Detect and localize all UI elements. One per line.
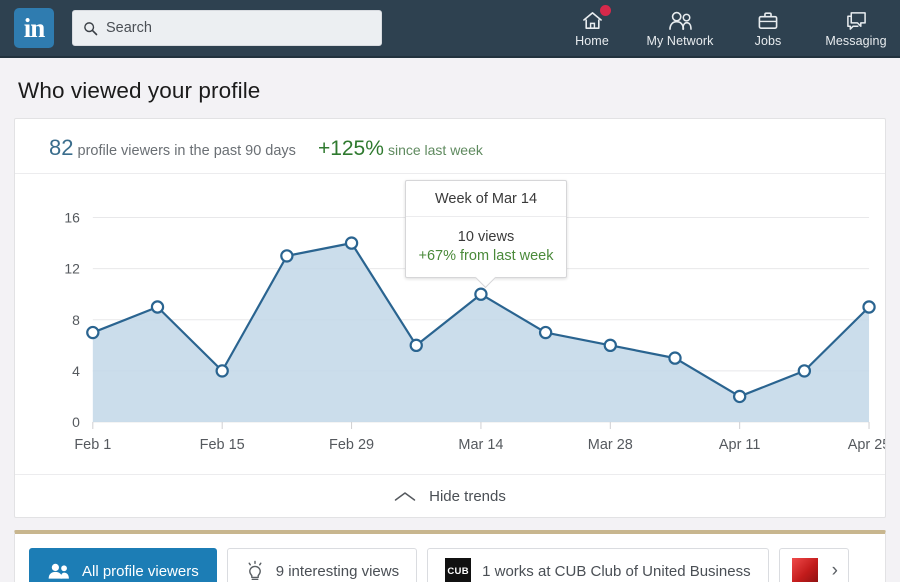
hide-trends-button[interactable]: Hide trends	[15, 474, 885, 517]
nav-items-group: Home My Network Jobs	[548, 0, 900, 57]
search-icon	[84, 21, 98, 35]
search-placeholder: Search	[106, 20, 152, 36]
trends-card: 82 profile viewers in the past 90 days +…	[14, 118, 886, 518]
chart-data-points	[86, 236, 876, 404]
people-icon	[48, 563, 69, 579]
chart-y-axis-labels: 0 4 8 12 16	[64, 210, 80, 430]
message-icon	[845, 9, 868, 31]
filter-pill-label-0: All profile viewers	[82, 562, 199, 580]
chart-area[interactable]: 0 4 8 12 16 Feb 1 Feb 15 Feb 29 Mar 14 Mar 28 Apr…	[15, 174, 885, 474]
filter-pill-next-partial[interactable]: ›	[778, 548, 849, 582]
chart-x-axis-labels: Feb 1 Feb 15 Feb 29 Mar 14 Mar 28 Apr 11 Apr 2…	[74, 422, 885, 453]
filter-pill-label-1: 9 interesting views	[275, 562, 400, 580]
svg-text:Mar 14: Mar 14	[458, 437, 503, 453]
svg-text:Feb 1: Feb 1	[74, 437, 111, 453]
filter-pill-cub-company[interactable]: CUB 1 works at CUB Club of United Busine…	[427, 548, 769, 582]
svg-text:Mar 28: Mar 28	[588, 437, 633, 453]
briefcase-icon	[757, 9, 779, 31]
chart-area-fill	[92, 243, 870, 422]
lightbulb-icon	[248, 560, 262, 581]
page-title: Who viewed your profile	[18, 78, 261, 103]
profile-viewers-stat: 82 profile viewers in the past 90 days	[49, 135, 296, 161]
chart-tooltip: Week of Mar 14 10 views +67% from last w…	[405, 180, 567, 289]
linkedin-logo[interactable]: in	[14, 8, 54, 48]
tooltip-title: Week of Mar 14	[406, 181, 566, 217]
notification-badge	[598, 3, 612, 17]
profile-viewers-label: profile viewers in the past 90 days	[77, 143, 296, 159]
company-logo-red	[791, 558, 818, 582]
nav-item-my-network[interactable]: My Network	[636, 0, 724, 57]
filter-pill-label-2: 1 works at CUB Club of United Business	[482, 562, 751, 580]
svg-text:Feb 15: Feb 15	[200, 437, 245, 453]
profile-viewers-card: All profile viewers 9 interesting views …	[14, 530, 886, 582]
delta-percent: +125%	[317, 137, 384, 160]
svg-text:8: 8	[72, 312, 80, 328]
svg-text:16: 16	[64, 210, 80, 226]
top-navigation-bar: in Search Home	[0, 0, 900, 58]
nav-label-home: Home	[575, 33, 609, 48]
delta-stat: +125% since last week	[318, 137, 483, 161]
chevron-up-icon	[394, 491, 416, 501]
search-input[interactable]: Search	[72, 10, 382, 46]
hide-trends-label: Hide trends	[429, 487, 506, 505]
tooltip-body: 10 views +67% from last week	[406, 217, 566, 277]
profile-viewers-count: 82	[49, 135, 74, 160]
filter-pill-interesting-views[interactable]: 9 interesting views	[226, 548, 418, 582]
svg-text:Apr 11: Apr 11	[719, 437, 761, 453]
filter-pills-row: All profile viewers 9 interesting views …	[15, 534, 885, 582]
nav-label-jobs: Jobs	[754, 33, 782, 48]
nav-label-my-network: My Network	[646, 33, 714, 48]
svg-text:Feb 29: Feb 29	[329, 437, 374, 453]
svg-text:0: 0	[72, 414, 80, 430]
chevron-right-icon[interactable]: ›	[831, 560, 838, 581]
tooltip-views: 10 views	[457, 229, 515, 245]
delta-label: since last week	[387, 142, 483, 158]
people-icon	[667, 9, 694, 31]
stats-row: 82 profile viewers in the past 90 days +…	[15, 119, 885, 174]
cub-company-logo: CUB	[445, 558, 472, 582]
svg-text:4: 4	[72, 363, 80, 379]
nav-item-home[interactable]: Home	[548, 0, 636, 57]
nav-label-messaging: Messaging	[825, 33, 887, 48]
home-icon	[581, 3, 612, 31]
nav-item-messaging[interactable]: Messaging	[812, 0, 900, 57]
nav-item-jobs[interactable]: Jobs	[724, 0, 812, 57]
tooltip-delta: +67% from last week	[418, 248, 554, 264]
filter-pill-all-profile-viewers[interactable]: All profile viewers	[29, 548, 217, 582]
views-line-chart[interactable]: 0 4 8 12 16 Feb 1 Feb 15 Feb 29 Mar 14 Mar 28 Apr…	[15, 174, 885, 474]
svg-text:Apr 25: Apr 25	[848, 437, 885, 453]
svg-text:12: 12	[64, 261, 80, 277]
